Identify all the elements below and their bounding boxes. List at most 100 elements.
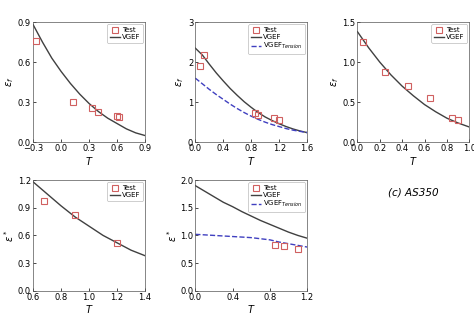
VGEF: [207, 62, 212, 66]
Test: [114, 241, 120, 245]
Test: [252, 111, 257, 115]
VGEF: [86, 102, 92, 106]
VGEF: [44, 192, 50, 196]
VGEF: [283, 125, 289, 129]
Test: [405, 84, 410, 88]
Line: Test: Test: [360, 40, 461, 123]
VGEF$_{Tension}$: [276, 240, 282, 244]
X-axis label: $T$: $T$: [409, 155, 418, 167]
X-axis label: $T$: $T$: [247, 155, 255, 167]
VGEF$_{Tension}$: [290, 128, 296, 132]
VGEF: [241, 100, 247, 104]
VGEF$_{Tension}$: [304, 245, 310, 249]
Y-axis label: $\varepsilon^*$: $\varepsilon^*$: [3, 229, 17, 241]
Text: (c) AS350: (c) AS350: [388, 188, 438, 198]
VGEF$_{Tension}$: [283, 127, 289, 131]
Test: [116, 115, 122, 119]
VGEF: [410, 94, 416, 98]
VGEF$_{Tension}$: [267, 238, 273, 242]
VGEF$_{Tension}$: [228, 102, 233, 106]
Test: [281, 245, 287, 248]
VGEF: [142, 254, 148, 258]
Y-axis label: $\varepsilon_f$: $\varepsilon_f$: [329, 77, 341, 88]
Legend: Test, VGEF, VGEF$_{Tension}$: Test, VGEF, VGEF$_{Tension}$: [248, 182, 305, 212]
VGEF: [192, 46, 198, 50]
Test: [201, 53, 207, 57]
VGEF: [114, 122, 120, 125]
Line: Test: Test: [33, 38, 122, 120]
Test: [255, 113, 261, 117]
VGEF: [269, 119, 275, 123]
Text: (b) A572: (b) A572: [229, 188, 273, 198]
VGEF$_{Tension}$: [248, 236, 254, 240]
VGEF: [128, 248, 134, 252]
VGEF: [86, 224, 92, 228]
X-axis label: $T$: $T$: [85, 155, 93, 167]
Legend: Test, VGEF: Test, VGEF: [107, 24, 143, 43]
VGEF$_{Tension}$: [262, 120, 268, 124]
VGEF: [276, 122, 282, 126]
VGEF$_{Tension}$: [192, 76, 198, 80]
VGEF: [399, 84, 405, 88]
VGEF: [444, 116, 450, 120]
VGEF: [388, 73, 394, 77]
VGEF: [192, 184, 198, 188]
Line: VGEF$_{Tension}$: VGEF$_{Tension}$: [195, 78, 307, 133]
Line: VGEF: VGEF: [195, 48, 307, 133]
VGEF: [100, 234, 106, 237]
VGEF: [72, 215, 78, 219]
VGEF: [366, 46, 372, 50]
Line: Test: Test: [42, 198, 120, 246]
Test: [197, 64, 203, 68]
VGEF$_{Tension}$: [295, 243, 301, 247]
VGEF: [213, 71, 219, 75]
Test: [272, 116, 277, 120]
VGEF: [235, 94, 240, 97]
Line: VGEF$_{Tension}$: VGEF$_{Tension}$: [195, 234, 307, 247]
VGEF: [58, 204, 64, 208]
VGEF$_{Tension}$: [235, 107, 240, 111]
Line: VGEF: VGEF: [195, 186, 307, 238]
VGEF: [220, 200, 226, 204]
Test: [450, 116, 456, 120]
VGEF: [295, 234, 301, 237]
VGEF: [377, 60, 383, 64]
VGEF$_{Tension}$: [230, 234, 236, 238]
Line: VGEF: VGEF: [33, 182, 145, 256]
VGEF$_{Tension}$: [258, 237, 264, 241]
X-axis label: $T$: $T$: [85, 303, 93, 315]
VGEF: [286, 230, 292, 234]
VGEF: [49, 56, 55, 60]
Y-axis label: $\varepsilon^*$: $\varepsilon^*$: [165, 229, 179, 241]
Test: [272, 243, 277, 247]
VGEF$_{Tension}$: [202, 233, 208, 237]
VGEF$_{Tension}$: [241, 111, 247, 114]
VGEF: [248, 214, 254, 218]
VGEF$_{Tension}$: [220, 234, 226, 238]
Legend: Test, VGEF: Test, VGEF: [107, 182, 143, 201]
Test: [33, 39, 39, 43]
VGEF: [433, 110, 438, 114]
Line: VGEF: VGEF: [33, 25, 145, 136]
VGEF: [133, 131, 138, 135]
VGEF: [142, 134, 148, 137]
VGEF: [355, 30, 360, 33]
Test: [360, 40, 366, 44]
Test: [427, 96, 433, 100]
Legend: Test, VGEF: Test, VGEF: [431, 24, 467, 43]
Test: [42, 199, 47, 203]
Test: [96, 110, 101, 114]
VGEF: [304, 131, 310, 135]
VGEF: [276, 226, 282, 230]
VGEF: [211, 195, 217, 199]
VGEF: [290, 127, 296, 131]
VGEF$_{Tension}$: [200, 82, 205, 86]
VGEF: [68, 82, 73, 85]
VGEF: [239, 210, 245, 214]
Legend: Test, VGEF, VGEF$_{Tension}$: Test, VGEF, VGEF$_{Tension}$: [248, 24, 305, 54]
Line: Test: Test: [272, 242, 301, 252]
Test: [383, 70, 388, 74]
X-axis label: $T$: $T$: [247, 303, 255, 315]
VGEF: [228, 87, 233, 90]
VGEF: [77, 92, 82, 96]
